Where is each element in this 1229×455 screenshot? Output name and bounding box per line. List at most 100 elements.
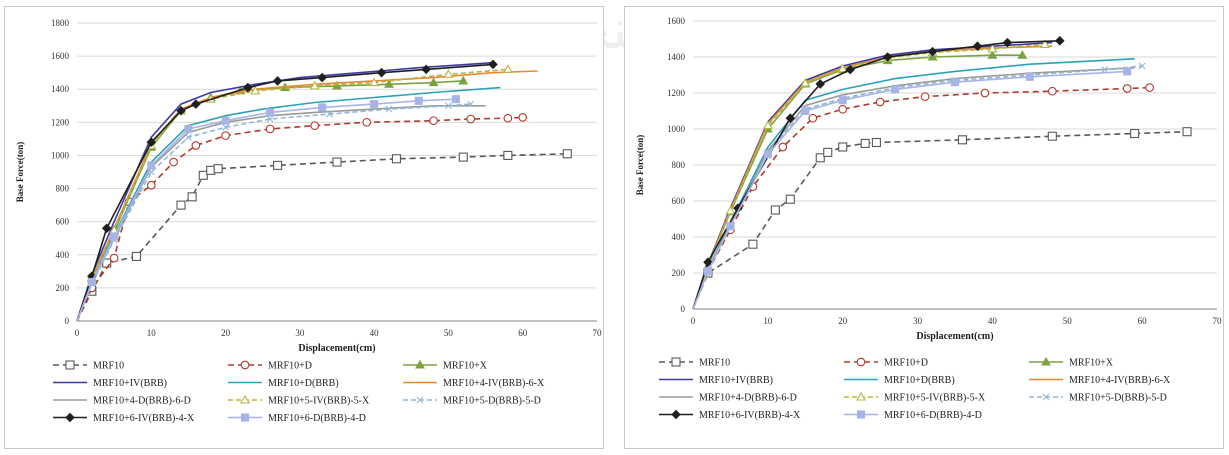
- x-tick-label: 20: [838, 316, 848, 326]
- data-point: [185, 133, 192, 141]
- data-point: [845, 64, 855, 75]
- legend-marker: [65, 412, 75, 423]
- data-point: [808, 113, 818, 123]
- legend-label: MRF10+6-IV(BRB)-4-X: [93, 413, 195, 424]
- series-line: [76, 63, 494, 322]
- data-point: [1039, 39, 1050, 48]
- series-group: [692, 36, 1192, 310]
- legend-label: MRF10+6-D(BRB)-4-D: [268, 413, 366, 424]
- data-point: [110, 232, 119, 241]
- data-point: [488, 59, 498, 70]
- data-point: [131, 251, 141, 261]
- legend-marker: [240, 360, 250, 370]
- data-point: [467, 100, 475, 108]
- series-line: [692, 130, 1188, 310]
- legend-label: MRF10+6-D(BRB)-4-D: [884, 410, 982, 421]
- legend-label: MRF10+D: [268, 361, 312, 372]
- data-point: [1130, 128, 1140, 139]
- data-point: [815, 79, 826, 89]
- data-point: [198, 170, 208, 180]
- legend-label: MRF10+D(BRB): [268, 378, 339, 389]
- y-axis-label: Base Force(ton): [15, 142, 25, 203]
- data-point: [250, 85, 261, 95]
- series-line: [692, 45, 1053, 310]
- data-point: [384, 79, 394, 88]
- legend-label: MRF10+D: [884, 358, 928, 369]
- data-point: [266, 108, 275, 117]
- data-point: [823, 147, 833, 157]
- data-point: [762, 120, 773, 129]
- data-point: [1122, 84, 1132, 93]
- legend-marker: [416, 396, 424, 404]
- y-tick-label: 1200: [667, 88, 686, 98]
- y-tick-label: 1200: [51, 117, 70, 127]
- data-point: [1145, 83, 1154, 92]
- x-tick-label: 60: [518, 328, 528, 338]
- x-tick-label: 30: [295, 328, 305, 338]
- legend: MRF10 MRF10+D MRF10+X MRF10+IV(BRB) MRF10+D(…: [53, 359, 545, 424]
- series-line: [76, 153, 568, 322]
- data-point: [1055, 36, 1065, 46]
- data-point: [927, 51, 938, 61]
- legend-label: MRF10+X: [1069, 358, 1114, 369]
- y-tick-label: 800: [56, 184, 70, 194]
- data-point: [176, 105, 186, 116]
- data-point: [443, 69, 454, 78]
- data-point: [1182, 127, 1192, 137]
- line-chart-left: 0 200 400 600 800 1000 1200 1400 1600 1800 0 10 20 30…: [15, 18, 602, 424]
- data-point: [882, 52, 893, 62]
- data-point: [1047, 131, 1057, 141]
- data-point: [101, 223, 112, 234]
- data-point: [184, 124, 193, 134]
- data-point: [726, 222, 735, 231]
- data-point: [778, 142, 788, 152]
- data-point: [146, 180, 156, 190]
- data-point: [1025, 72, 1034, 81]
- data-point: [920, 92, 930, 101]
- x-tick-label: 60: [1138, 316, 1148, 326]
- legend-marker: [415, 359, 425, 369]
- legend-label: MRF10+4-D(BRB)-6-D: [93, 396, 191, 407]
- chart-panel-left: 0 200 400 600 800 1000 1200 1400 1600 1800 0 10 20 30…: [4, 6, 604, 449]
- data-point: [770, 205, 780, 215]
- y-tick-label: 1000: [51, 150, 70, 160]
- data-point: [318, 103, 327, 112]
- y-tick-label: 1800: [51, 18, 70, 28]
- data-point: [310, 121, 320, 130]
- x-axis-label: Displacement(cm): [916, 331, 993, 342]
- legend-marker: [1041, 356, 1051, 366]
- y-tick-label: 200: [56, 283, 70, 293]
- legend-label: MRF10+6-IV(BRB)-4-X: [699, 410, 801, 421]
- data-point: [562, 149, 572, 159]
- legend-marker: [671, 409, 681, 420]
- data-point: [421, 64, 431, 75]
- data-point: [273, 160, 283, 170]
- data-point: [266, 115, 274, 123]
- legend-label: MRF10+X: [443, 361, 488, 372]
- data-point: [429, 116, 438, 126]
- legend-label: MRF10+5-IV(BRB)-5-X: [268, 396, 370, 407]
- y-tick-label: 200: [672, 268, 686, 278]
- series-line: [76, 116, 523, 322]
- y-tick-label: 400: [56, 250, 70, 260]
- data-point: [871, 137, 881, 148]
- legend-label: MRF10+5-D(BRB)-5-D: [1069, 393, 1167, 404]
- legend-marker: [65, 360, 75, 370]
- data-point: [1002, 37, 1013, 48]
- data-point: [980, 88, 990, 98]
- legend-marker: [856, 391, 866, 401]
- data-point: [838, 142, 848, 152]
- legend-marker: [856, 357, 866, 367]
- series-line: [692, 58, 1135, 310]
- data-point: [518, 113, 528, 122]
- legend-label: MRF10: [699, 358, 730, 369]
- x-tick-label: 40: [988, 316, 998, 326]
- data-point: [502, 64, 513, 73]
- data-point: [243, 82, 253, 93]
- data-point: [265, 124, 275, 134]
- data-point: [1017, 50, 1028, 59]
- data-point: [221, 116, 230, 125]
- data-point: [376, 67, 387, 78]
- series-line: [76, 68, 508, 322]
- data-point: [369, 77, 380, 87]
